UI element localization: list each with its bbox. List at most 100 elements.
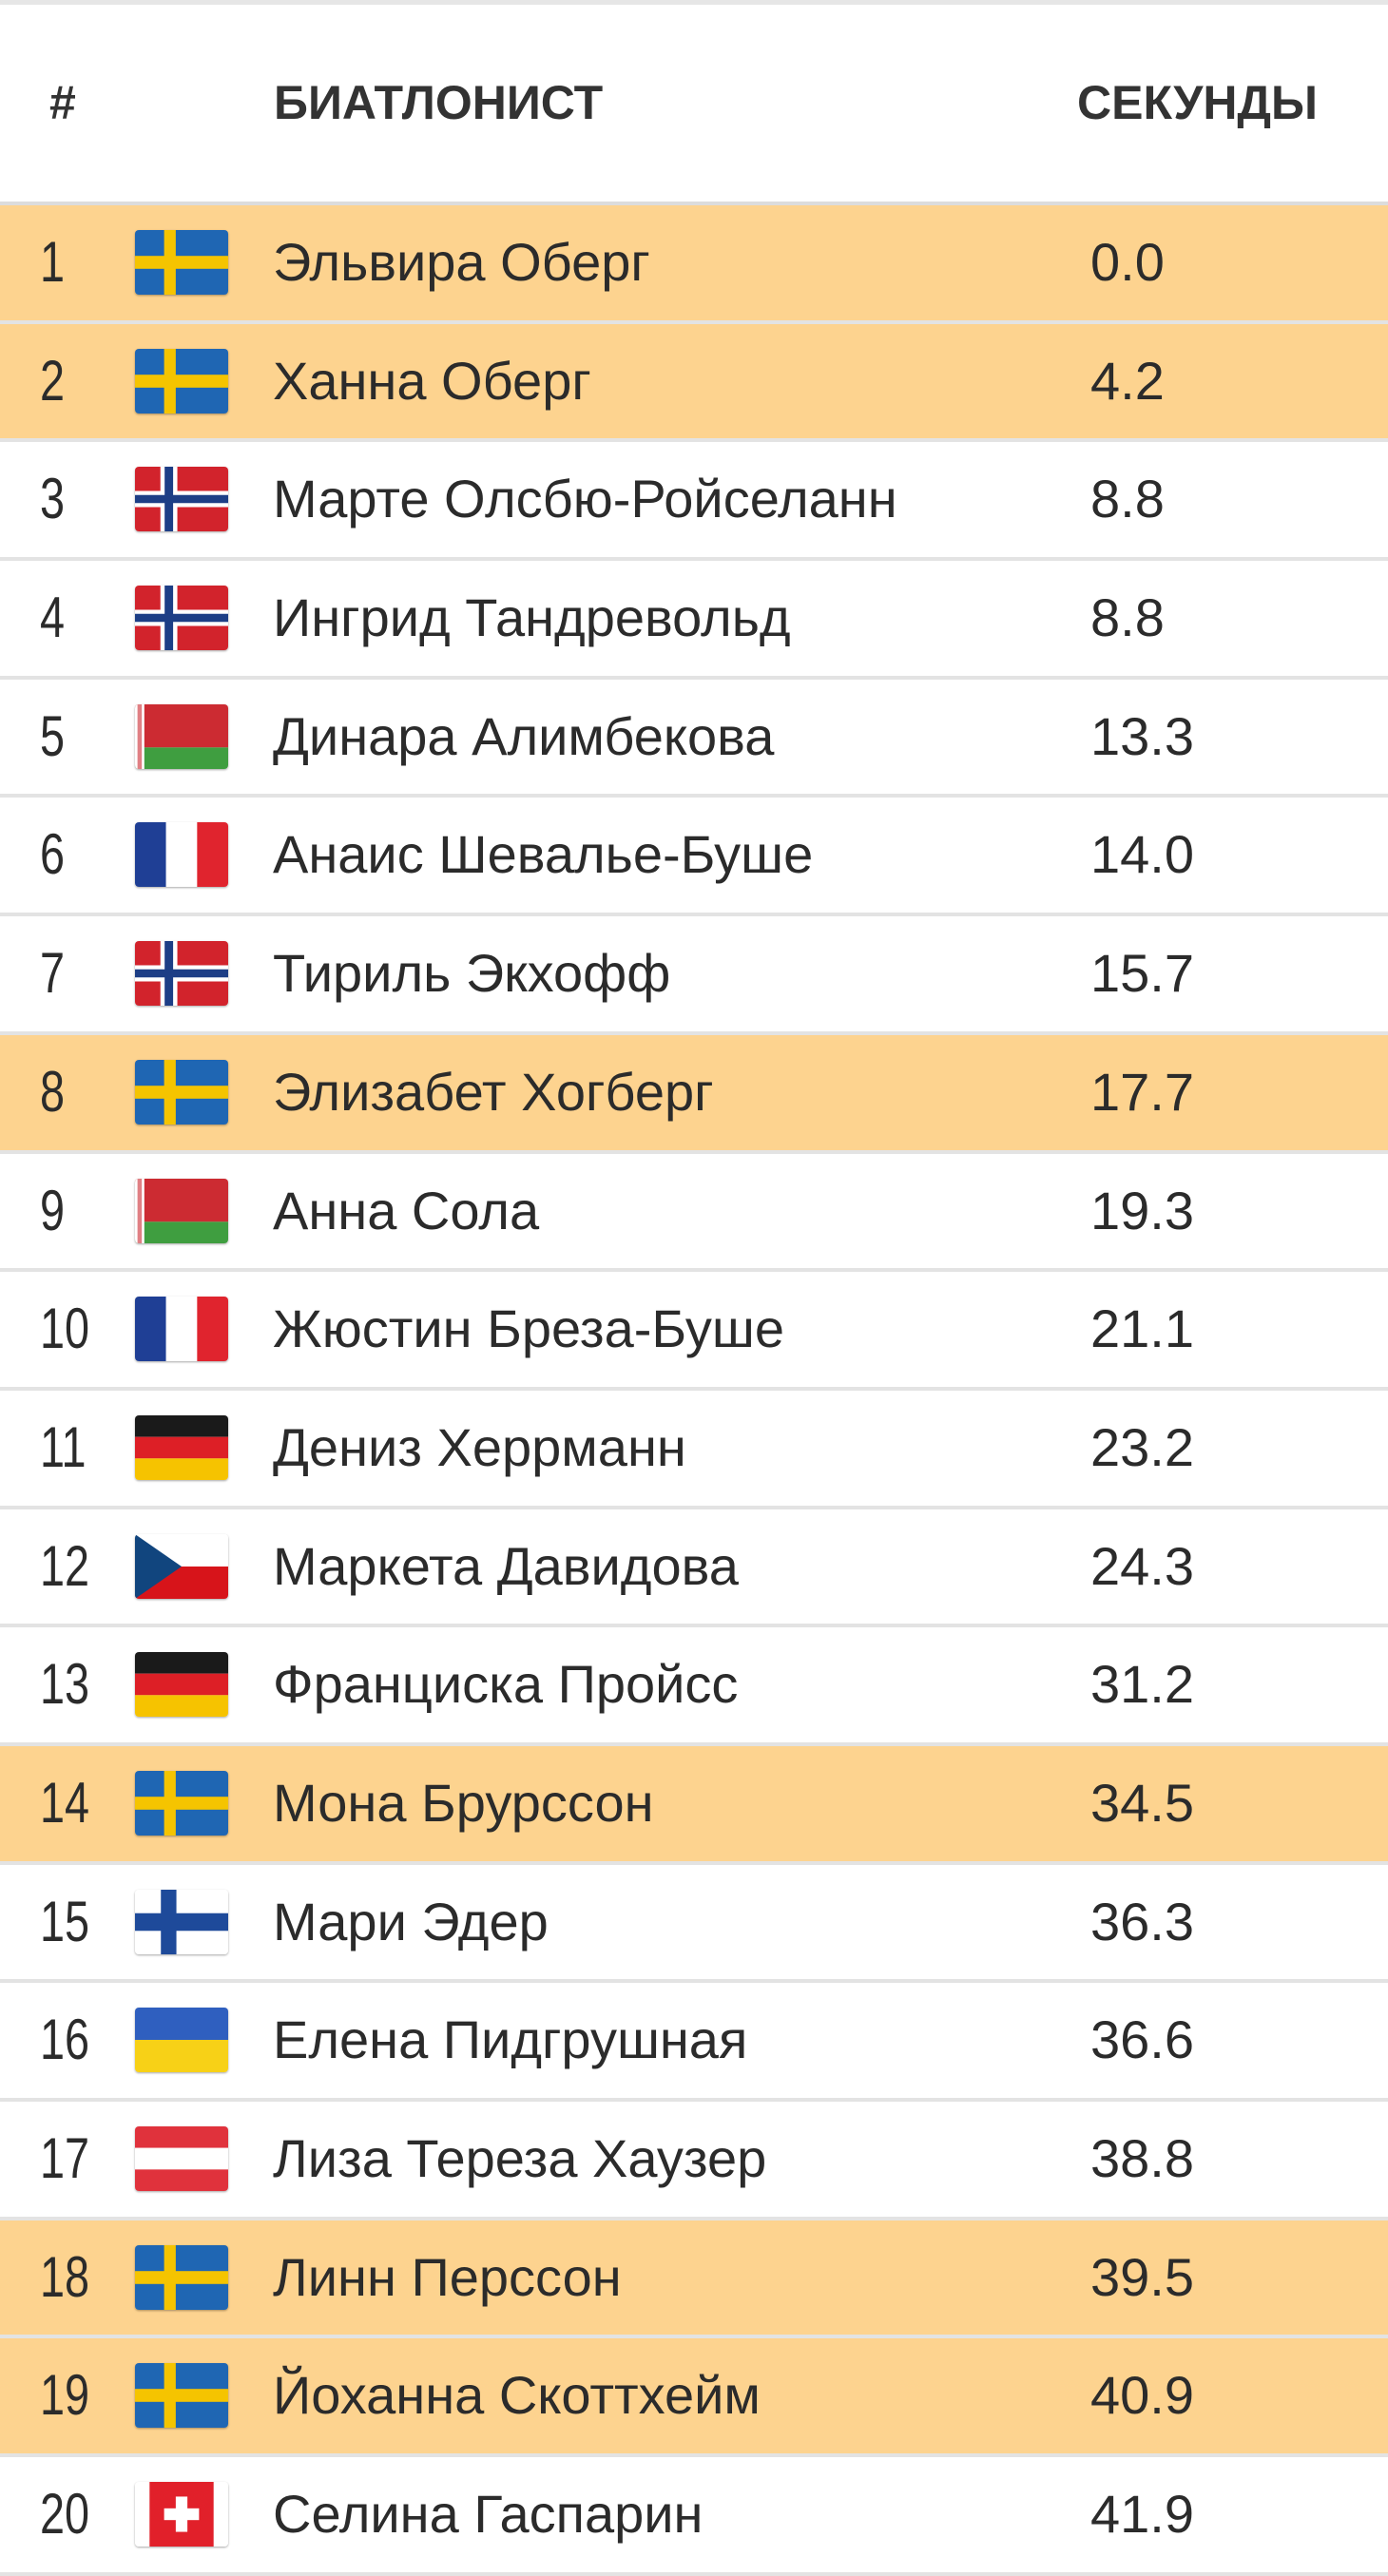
biathlete-name: Линн Перссон	[273, 2246, 622, 2307]
norway-flag-icon	[135, 586, 228, 651]
table-row: 1 Эльвира Оберг 0.0	[0, 205, 1388, 324]
rank-cell: 17	[40, 2126, 90, 2190]
table-row: 13 Франциска Пройсс 31.2	[0, 1627, 1388, 1746]
table-row: 7 Тириль Экхофф 15.7	[0, 916, 1388, 1035]
table-row: 20 Селина Гаспарин 41.9	[0, 2457, 1388, 2576]
biathlete-name: Мона Брурссон	[273, 1772, 654, 1833]
biathlete-name: Марте Олсбю-Ройселанн	[273, 469, 897, 529]
rank-cell: 16	[40, 2008, 90, 2072]
rank-cell: 9	[40, 1178, 66, 1242]
rank-cell: 3	[40, 467, 66, 531]
table-row: 3 Марте Олсбю-Ройселанн 8.8	[0, 442, 1388, 562]
table-row: 9 Анна Сола 19.3	[0, 1153, 1388, 1273]
rank-cell: 6	[40, 822, 66, 887]
seconds-cell: 34.5	[1090, 1772, 1194, 1833]
seconds-cell: 23.2	[1090, 1416, 1194, 1477]
rank-cell: 10	[40, 1297, 90, 1361]
czech-flag-icon	[135, 1533, 228, 1599]
belarus-flag-icon	[135, 1178, 228, 1243]
results-table: 1 Эльвира Оберг 0.0 2 Ханна Оберг 4.2 3 Марте О…	[0, 205, 1388, 2576]
sweden-flag-icon	[135, 1770, 228, 1836]
sweden-flag-icon	[135, 348, 228, 413]
rank-cell: 19	[40, 2363, 90, 2428]
france-flag-icon	[135, 822, 228, 888]
table-row: 19 Йоханна Скоттхейм 40.9	[0, 2338, 1388, 2458]
seconds-cell: 0.0	[1090, 232, 1165, 292]
seconds-cell: 38.8	[1090, 2128, 1194, 2188]
biathlete-name: Динара Алимбекова	[273, 705, 775, 766]
biathlete-name: Франциска Пройсс	[273, 1654, 739, 1715]
biathlete-name: Ханна Оберг	[273, 350, 591, 411]
germany-flag-icon	[135, 1414, 228, 1480]
biathlete-name: Эльвира Оберг	[273, 232, 650, 292]
ukraine-flag-icon	[135, 2008, 228, 2073]
seconds-cell: 31.2	[1090, 1654, 1194, 1715]
table-row: 4 Ингрид Тандревольд 8.8	[0, 561, 1388, 680]
seconds-cell: 17.7	[1090, 1061, 1194, 1122]
rank-cell: 2	[40, 348, 66, 413]
table-row: 15 Мари Эдер 36.3	[0, 1864, 1388, 1984]
seconds-cell: 8.8	[1090, 587, 1165, 648]
table-row: 2 Ханна Оберг 4.2	[0, 323, 1388, 443]
biathlete-name: Жюстин Бреза-Буше	[273, 1298, 784, 1359]
seconds-cell: 15.7	[1090, 943, 1194, 1004]
biathlete-name: Дениз Херрманн	[273, 1416, 686, 1477]
rank-cell: 4	[40, 586, 66, 650]
seconds-cell: 41.9	[1090, 2484, 1194, 2545]
biathlete-name: Лиза Тереза Хаузер	[273, 2128, 767, 2188]
table-row: 10 Жюстин Бреза-Буше 21.1	[0, 1272, 1388, 1391]
sweden-flag-icon	[135, 2244, 228, 2310]
biathlete-name: Селина Гаспарин	[273, 2484, 704, 2545]
seconds-cell: 40.9	[1090, 2365, 1194, 2426]
biathlete-name: Елена Пидгрушная	[273, 2009, 748, 2070]
rank-cell: 5	[40, 703, 66, 768]
header-rank: #	[49, 76, 76, 129]
sweden-flag-icon	[135, 230, 228, 295]
biathlete-name: Йоханна Скоттхейм	[273, 2365, 761, 2426]
table-row: 5 Динара Алимбекова 13.3	[0, 679, 1388, 798]
germany-flag-icon	[135, 1652, 228, 1718]
top-divider	[0, 0, 1388, 5]
rank-cell: 8	[40, 1059, 66, 1124]
seconds-cell: 39.5	[1090, 2246, 1194, 2307]
belarus-flag-icon	[135, 703, 228, 769]
rank-cell: 1	[40, 230, 66, 294]
table-row: 14 Мона Брурссон 34.5	[0, 1745, 1388, 1865]
table-row: 8 Элизабет Хогберг 17.7	[0, 1034, 1388, 1154]
rank-cell: 12	[40, 1533, 90, 1598]
header-biathlete: БИАТЛОНИСТ	[274, 76, 604, 129]
biathlete-name: Анна Сола	[273, 1180, 540, 1240]
rank-cell: 14	[40, 1770, 90, 1835]
seconds-cell: 36.6	[1090, 2009, 1194, 2070]
seconds-cell: 24.3	[1090, 1535, 1194, 1596]
rank-cell: 20	[40, 2482, 90, 2547]
table-row: 17 Лиза Тереза Хаузер 38.8	[0, 2102, 1388, 2220]
norway-flag-icon	[135, 941, 228, 1007]
biathlete-name: Анаис Шевалье-Буше	[273, 824, 814, 885]
sweden-flag-icon	[135, 1059, 228, 1125]
table-row: 12 Маркета Давидова 24.3	[0, 1509, 1388, 1628]
seconds-cell: 36.3	[1090, 1891, 1194, 1951]
table-row: 16 Елена Пидгрушная 36.6	[0, 1983, 1388, 2102]
seconds-cell: 8.8	[1090, 469, 1165, 529]
norway-flag-icon	[135, 467, 228, 532]
rank-cell: 11	[40, 1414, 87, 1479]
rank-cell: 7	[40, 941, 66, 1006]
rank-cell: 15	[40, 1889, 90, 1953]
rank-cell: 13	[40, 1652, 90, 1717]
biathlete-name: Тириль Экхофф	[273, 943, 671, 1004]
rank-cell: 18	[40, 2244, 90, 2309]
switzerland-flag-icon	[135, 2482, 228, 2547]
biathlete-name: Ингрид Тандревольд	[273, 587, 791, 648]
table-header: # БИАТЛОНИСТ СЕКУНДЫ	[0, 5, 1388, 205]
biathlete-name: Мари Эдер	[273, 1891, 549, 1951]
seconds-cell: 19.3	[1090, 1180, 1194, 1240]
france-flag-icon	[135, 1297, 228, 1362]
finland-flag-icon	[135, 1889, 228, 1954]
seconds-cell: 14.0	[1090, 824, 1194, 885]
seconds-cell: 4.2	[1090, 350, 1165, 411]
biathlete-name: Маркета Давидова	[273, 1535, 739, 1596]
sweden-flag-icon	[135, 2363, 228, 2429]
table-row: 11 Дениз Херрманн 23.2	[0, 1390, 1388, 1509]
seconds-cell: 13.3	[1090, 705, 1194, 766]
